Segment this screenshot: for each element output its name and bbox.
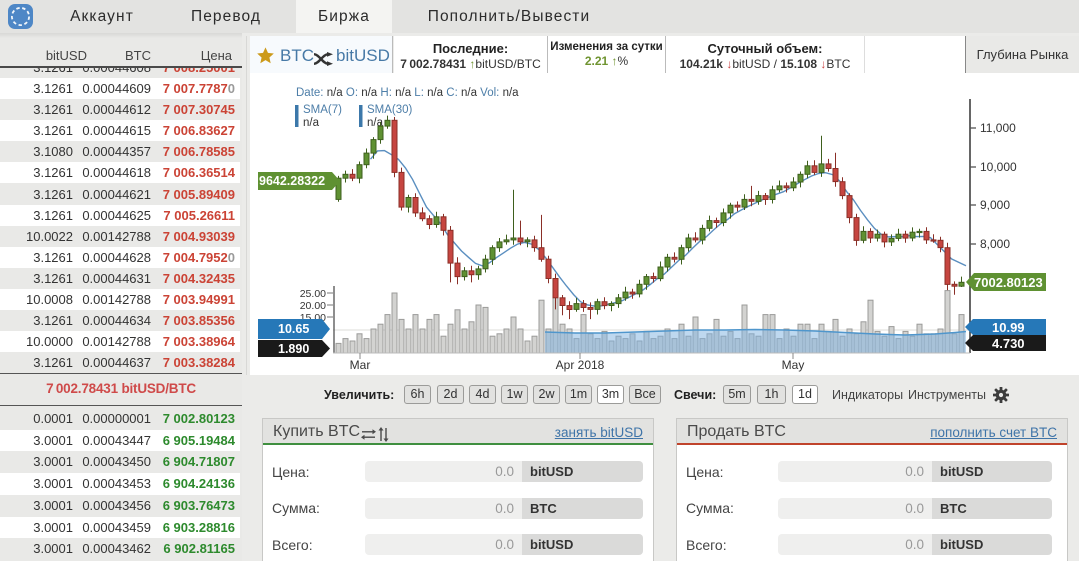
svg-text:Date: n/a O: n/a H: n/a L:: Date: n/a O: n/a H: n/a L: n/a C: n/a Vo…	[296, 87, 519, 99]
svg-text:Mar: Mar	[350, 358, 371, 372]
svg-text:25.00: 25.00	[300, 288, 326, 300]
svg-text:SMA(7): SMA(7)	[303, 104, 342, 116]
svg-text:9,000: 9,000	[980, 198, 1010, 212]
svg-text:7002.80123: 7002.80123	[974, 275, 1043, 290]
svg-text:10,000: 10,000	[980, 160, 1017, 174]
svg-text:n/a: n/a	[303, 117, 320, 129]
svg-text:10.65: 10.65	[278, 322, 309, 336]
svg-text:May: May	[782, 358, 805, 372]
svg-text:4.730: 4.730	[992, 336, 1025, 351]
svg-text:20.00: 20.00	[300, 300, 326, 312]
svg-text:1.890: 1.890	[278, 342, 309, 356]
svg-text:11,000: 11,000	[980, 121, 1016, 135]
svg-text:8,000: 8,000	[980, 237, 1010, 251]
svg-text:SMA(30): SMA(30)	[367, 104, 413, 116]
svg-text:Apr 2018: Apr 2018	[556, 358, 605, 372]
svg-text:10.99: 10.99	[992, 320, 1025, 335]
svg-text:9642.28322: 9642.28322	[259, 174, 325, 188]
